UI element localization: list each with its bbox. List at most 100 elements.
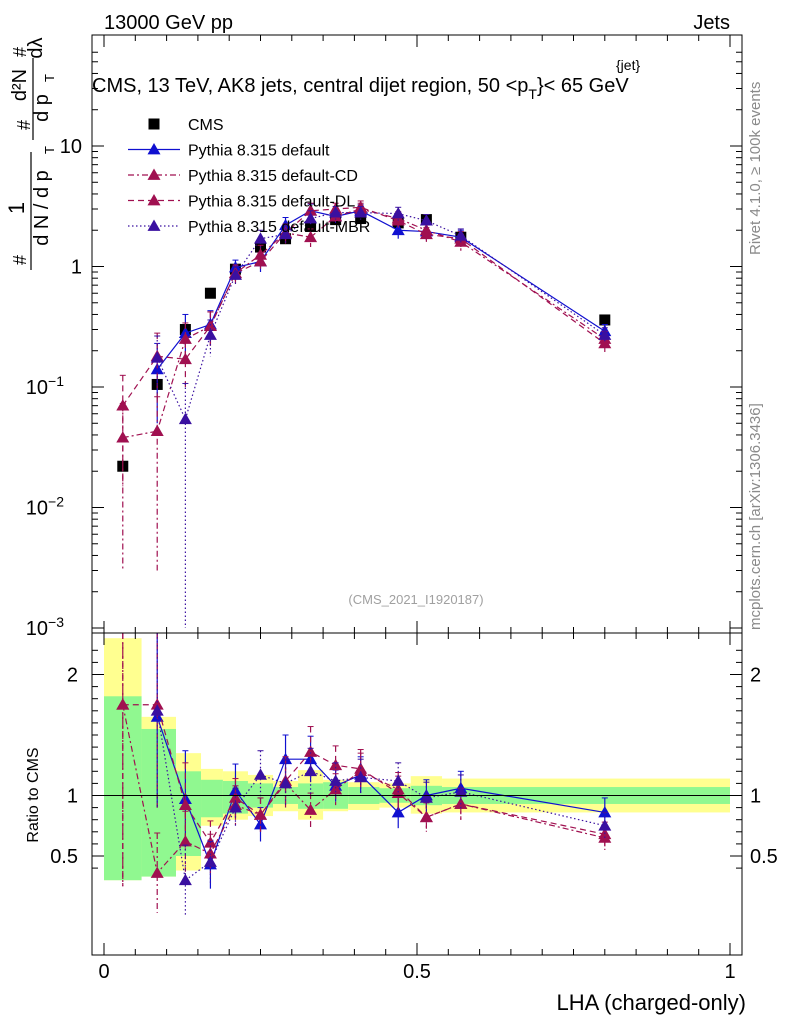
main-plot-point-4-12 bbox=[598, 328, 612, 340]
main-plot-cms-point-13 bbox=[599, 314, 611, 326]
main-plot-point-3-5 bbox=[254, 255, 267, 267]
main-ytick-base: 10 bbox=[26, 498, 48, 520]
ylabel-d2N: d²N bbox=[9, 69, 31, 101]
plot-title-tail: }< 65 GeV bbox=[537, 75, 629, 97]
legend-label-3: Pythia 8.315 default-DL bbox=[188, 194, 355, 211]
ratio-plot-point-1-2 bbox=[178, 834, 192, 847]
x-axis-title: LHA (charged-only) bbox=[556, 990, 746, 1015]
xtick-label-2: 1 bbox=[724, 961, 735, 983]
main-plot-point-4-10 bbox=[419, 214, 433, 226]
main-plot-point-4-1 bbox=[178, 412, 192, 425]
ylabel-hash-1: # bbox=[10, 255, 30, 265]
ratio-plot-point-2-11 bbox=[419, 810, 433, 823]
main-plot-series-0 bbox=[117, 213, 611, 472]
ratio-plot-point-3-2 bbox=[203, 855, 217, 867]
ratio-plot-point-0-9 bbox=[391, 805, 405, 818]
main-plot-point-3-11 bbox=[419, 227, 433, 240]
ratio-plot-point-3-5 bbox=[279, 776, 293, 789]
ratio-plot-point-2-8 bbox=[329, 758, 343, 771]
plot-title-superscript: {jet} bbox=[616, 57, 640, 73]
main-ytick-label-4: 10 bbox=[60, 136, 82, 158]
legend-marker-4 bbox=[147, 219, 161, 231]
ratio-plot-point-3-11 bbox=[454, 785, 468, 797]
ylabel-dN-dpT: d N / d p bbox=[31, 170, 53, 246]
main-plot-point-4-0 bbox=[150, 351, 164, 363]
ratio-ytick-label-left-0: 2 bbox=[67, 665, 78, 687]
band-inner-3 bbox=[201, 779, 223, 818]
main-plot-point-2-7 bbox=[304, 230, 318, 243]
ylabel-dlambda: dλ bbox=[25, 37, 47, 58]
main-plot-point-4-5 bbox=[279, 227, 293, 240]
main-plot-line-3 bbox=[122, 206, 606, 407]
main-plot-point-2-1 bbox=[150, 424, 164, 437]
xtick-label-1: 0.5 bbox=[403, 961, 431, 983]
ratio-uncertainty-bands bbox=[104, 638, 730, 881]
main-plot-line-2 bbox=[122, 208, 606, 439]
ylabel-hash-3: # bbox=[10, 47, 30, 57]
ratio-plot-point-1-8 bbox=[329, 782, 343, 795]
ratio-plot-point-3-6 bbox=[304, 764, 318, 777]
legend-marker-0 bbox=[148, 118, 160, 130]
ratio-plot-point-2-0 bbox=[116, 698, 130, 710]
ratio-ytick-label-right-0: 2 bbox=[750, 665, 761, 687]
xtick-label-0: 0 bbox=[98, 961, 109, 983]
plot-title-subscript: T bbox=[528, 86, 537, 102]
ylabel-dpT-2: d p bbox=[31, 94, 53, 122]
ratio-plot-point-2-1 bbox=[150, 698, 164, 710]
ratio-plot-point-3-9 bbox=[391, 774, 405, 786]
ratio-plot-point-1-1 bbox=[150, 866, 164, 878]
main-plot-point-4-7 bbox=[329, 206, 343, 218]
ylabel-sub-T-1: T bbox=[42, 146, 57, 154]
legend-label-2: Pythia 8.315 default-CD bbox=[188, 168, 358, 185]
main-plot-cms-point-3 bbox=[204, 287, 216, 299]
rivet-label: Rivet 4.1.0, ≥ 100k events bbox=[747, 82, 764, 255]
main-plot-point-4-9 bbox=[391, 207, 405, 219]
main-plot-cms-point-7 bbox=[305, 220, 317, 232]
legend-label-4: Pythia 8.315 default-MBR bbox=[188, 219, 370, 236]
main-plot-point-3-7 bbox=[304, 204, 318, 216]
ratio-plot-point-3-7 bbox=[329, 774, 343, 786]
ratio-plot-point-3-1 bbox=[178, 873, 192, 886]
legend-marker-2 bbox=[147, 168, 161, 180]
main-ytick-base: 10 bbox=[26, 618, 48, 640]
main-ytick-base: 10 bbox=[26, 377, 48, 399]
ratio-plot-point-2-2 bbox=[178, 798, 192, 811]
ratio-ytick-label-left-1: 1 bbox=[67, 786, 78, 808]
main-plot-line-4 bbox=[156, 212, 606, 421]
mcplots-label: mcplots.cern.ch [arXiv:1306.3436] bbox=[747, 403, 764, 630]
plot-frames bbox=[91, 34, 743, 956]
legend-marker-1 bbox=[147, 143, 161, 155]
ratio-y-axis-title: Ratio to CMS bbox=[25, 747, 42, 842]
main-plot-series-2 bbox=[116, 202, 612, 571]
main-plot-point-4-11 bbox=[454, 229, 468, 241]
plot-title-main: CMS, 13 TeV, AK8 jets, central dijet reg… bbox=[92, 75, 528, 97]
ratio-ytick-label-left-2: 0.5 bbox=[50, 846, 78, 868]
main-plot-point-1-9 bbox=[391, 223, 405, 236]
legend: CMS Pythia 8.315 default Pythia 8.315 defa… bbox=[128, 117, 370, 236]
ratio-plot-point-3-8 bbox=[354, 770, 368, 783]
main-ytick-exponent: −2 bbox=[48, 494, 64, 510]
main-ytick-label-1: 10−2 bbox=[26, 494, 64, 520]
plot-title: CMS, 13 TeV, AK8 jets, central dijet reg… bbox=[92, 75, 629, 102]
ratio-plot-point-3-10 bbox=[419, 791, 433, 803]
ratio-ytick-label-right-1: 1 bbox=[750, 786, 761, 808]
ratio-plot-point-3-0 bbox=[150, 704, 164, 716]
ratio-plot-series-3 bbox=[150, 632, 612, 916]
ratio-plot-line-2 bbox=[122, 704, 605, 844]
main-ytick-exponent: −3 bbox=[48, 614, 64, 630]
main-plot-series-4 bbox=[150, 205, 612, 628]
legend-label-1: Pythia 8.315 default bbox=[188, 143, 330, 160]
main-ytick-exponent: −1 bbox=[48, 373, 64, 389]
header-right: Jets bbox=[693, 12, 730, 34]
ratio-plot-point-3-4 bbox=[254, 768, 267, 780]
header-left: 13000 GeV pp bbox=[104, 12, 233, 34]
ratio-ytick-label-right-2: 0.5 bbox=[750, 846, 778, 868]
main-plot-point-4-4 bbox=[254, 232, 267, 244]
main-plot-point-4-3 bbox=[228, 268, 242, 280]
main-plot-point-3-0 bbox=[116, 399, 130, 411]
main-plot-point-4-2 bbox=[203, 328, 217, 340]
ratio-plot-point-3-12 bbox=[598, 819, 612, 831]
